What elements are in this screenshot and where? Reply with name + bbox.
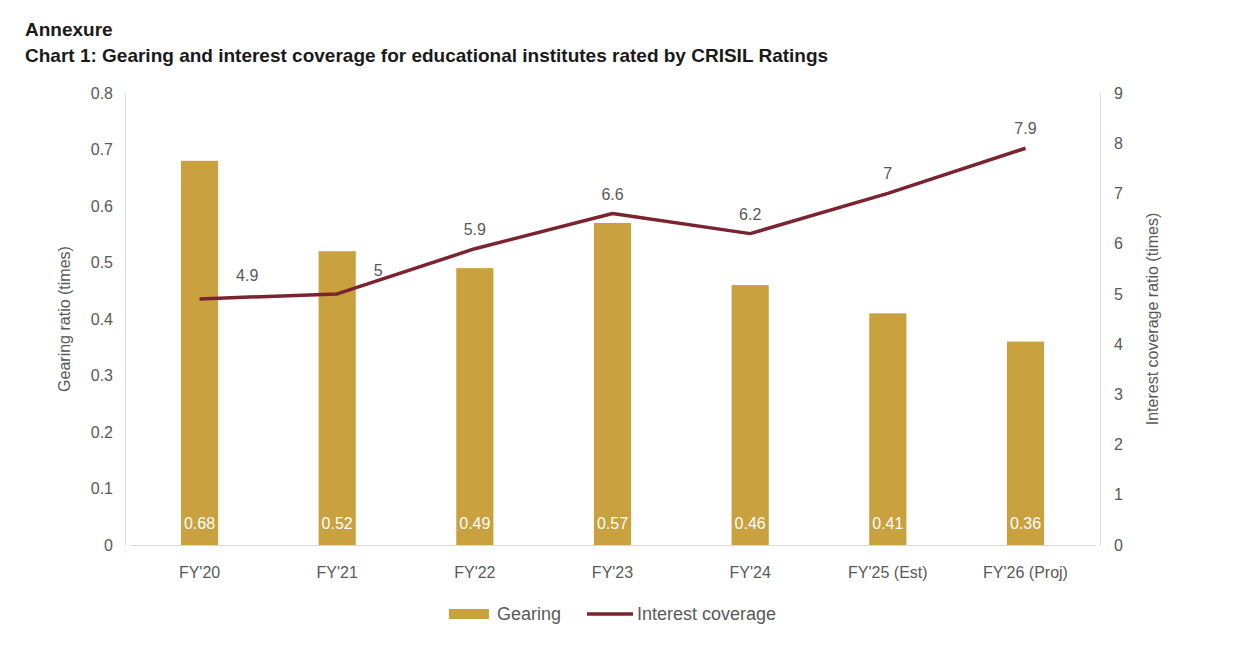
y-axis-tick-label: 0.2 bbox=[91, 424, 113, 441]
y-axis-tick: 0.3 bbox=[91, 367, 125, 384]
subtitle: Chart 1: Gearing and interest coverage f… bbox=[25, 45, 828, 66]
y-axis-tick: 0.6 bbox=[91, 198, 125, 215]
x-axis-tick-label: FY'23 bbox=[592, 564, 633, 581]
x-axis-tick-label: FY'22 bbox=[454, 564, 495, 581]
line-label: 6.6 bbox=[601, 186, 623, 203]
y2-axis-tick: 3 bbox=[1100, 386, 1123, 403]
y2-axis-tick-label: 0 bbox=[1114, 537, 1123, 554]
y2-axis-tick-label: 9 bbox=[1114, 85, 1123, 102]
y-axis-tick: 0.8 bbox=[91, 85, 125, 102]
bar bbox=[869, 313, 906, 545]
y-axis: 0 0.1 0.2 0.3 0.4 0.5 0.6 0.7 0.8 bbox=[91, 85, 126, 554]
y-axis-tick-label: 0.3 bbox=[91, 367, 113, 384]
y-axis-line bbox=[125, 94, 126, 546]
y2-axis-tick-label: 8 bbox=[1114, 135, 1123, 152]
x-axis-tick-label: FY'26 (Proj) bbox=[983, 564, 1068, 581]
y2-axis-tick-label: 4 bbox=[1114, 336, 1123, 353]
x-axis-tick: FY'21 bbox=[317, 545, 358, 581]
y-axis-tick-label: 0.5 bbox=[91, 254, 113, 271]
y2-axis-tick-label: 2 bbox=[1114, 436, 1123, 453]
legend-swatch bbox=[449, 609, 489, 619]
bar-label: 0.52 bbox=[322, 515, 353, 532]
legend-item: Gearing bbox=[449, 604, 561, 624]
bar bbox=[594, 223, 631, 545]
bar bbox=[456, 268, 493, 545]
y2-axis-tick-label: 6 bbox=[1114, 235, 1123, 252]
x-axis-tick-label: FY'24 bbox=[730, 564, 771, 581]
bar-label: 0.57 bbox=[597, 515, 628, 532]
x-axis-line bbox=[131, 545, 1096, 546]
y-axis-tick-label: 0.7 bbox=[91, 141, 113, 158]
bar-label: 0.68 bbox=[184, 515, 215, 532]
x-axis-tick-label: FY'21 bbox=[317, 564, 358, 581]
line bbox=[200, 148, 1026, 299]
y2-axis-tick: 1 bbox=[1100, 486, 1123, 503]
bar-label: 0.41 bbox=[872, 515, 903, 532]
x-axis-tick: FY'23 bbox=[592, 545, 633, 581]
x-axis-tick: FY'22 bbox=[454, 545, 495, 581]
title: Annexure bbox=[25, 19, 113, 40]
bar-label: 0.46 bbox=[735, 515, 766, 532]
y-axis-tick: 0.7 bbox=[91, 141, 125, 158]
x-axis: FY'20 FY'21 FY'22 FY'23 FY'24 FY'25 (Est) FY'2… bbox=[131, 545, 1096, 581]
y-axis-tick: 0.2 bbox=[91, 424, 125, 441]
y-axis-tick-label: 0.1 bbox=[91, 480, 113, 497]
y-axis-tick: 0.4 bbox=[91, 311, 125, 328]
y2-axis-tick: 8 bbox=[1100, 135, 1123, 152]
y-axis-tick: 0.1 bbox=[91, 480, 125, 497]
legend-label: Gearing bbox=[497, 604, 561, 624]
y2-axis-tick: 5 bbox=[1100, 286, 1123, 303]
bar bbox=[732, 285, 769, 545]
x-axis-tick-label: FY'20 bbox=[179, 564, 220, 581]
y2-axis-tick: 2 bbox=[1100, 436, 1123, 453]
x-axis-tick-label: FY'25 (Est) bbox=[848, 564, 928, 581]
y-axis-title: Gearing ratio (times) bbox=[56, 246, 73, 392]
x-axis-tick: FY'20 bbox=[179, 545, 220, 581]
x-axis-tick: FY'24 bbox=[730, 545, 771, 581]
line-label: 5.9 bbox=[464, 221, 486, 238]
x-axis-tick: FY'25 (Est) bbox=[848, 545, 928, 581]
x-axis-tick: FY'26 (Proj) bbox=[983, 545, 1068, 581]
legend-item: Interest coverage bbox=[587, 604, 776, 624]
y2-axis-tick: 9 bbox=[1100, 85, 1123, 102]
y2-axis-tick-label: 3 bbox=[1114, 386, 1123, 403]
y-axis-tick-label: 0.6 bbox=[91, 198, 113, 215]
y2-axis-tick-label: 7 bbox=[1114, 185, 1123, 202]
line-label: 7 bbox=[883, 165, 892, 182]
line-label: 7.9 bbox=[1014, 120, 1036, 137]
line-label: 5 bbox=[374, 262, 383, 279]
y2-axis-tick: 6 bbox=[1100, 235, 1123, 252]
y2-axis-line bbox=[1100, 94, 1101, 546]
bar bbox=[181, 161, 218, 545]
legend-swatch bbox=[587, 612, 633, 616]
chart: Annexure Chart 1: Gearing and interest co… bbox=[0, 0, 1236, 662]
y-axis-tick-label: 0.8 bbox=[91, 85, 113, 102]
bar bbox=[1007, 342, 1044, 545]
data-labels: 0.68 0.52 0.49 0.57 0.46 0.41 0.36 4.9 5 5.9 6.6 6.… bbox=[184, 120, 1041, 532]
legend-label: Interest coverage bbox=[637, 604, 776, 624]
legend: Gearing Interest coverage bbox=[449, 604, 776, 624]
bar-label: 0.36 bbox=[1010, 515, 1041, 532]
y2-axis: 0 1 2 3 4 5 6 7 8 9 bbox=[1100, 85, 1123, 554]
y-axis-tick-label: 0 bbox=[104, 537, 113, 554]
y2-axis-tick: 7 bbox=[1100, 185, 1123, 202]
y-axis-tick: 0 bbox=[104, 537, 125, 554]
line-label: 4.9 bbox=[236, 267, 258, 284]
y2-axis-tick: 4 bbox=[1100, 336, 1123, 353]
y-axis-tick: 0.5 bbox=[91, 254, 125, 271]
y-axis-tick-label: 0.4 bbox=[91, 311, 113, 328]
y2-axis-title: Interest coverage ratio (times) bbox=[1144, 213, 1161, 426]
y2-axis-tick: 0 bbox=[1100, 537, 1123, 554]
bar-label: 0.49 bbox=[459, 515, 490, 532]
y2-axis-tick-label: 5 bbox=[1114, 286, 1123, 303]
y2-axis-tick-label: 1 bbox=[1114, 486, 1123, 503]
plot-marks bbox=[181, 148, 1044, 545]
line-label: 6.2 bbox=[739, 206, 761, 223]
